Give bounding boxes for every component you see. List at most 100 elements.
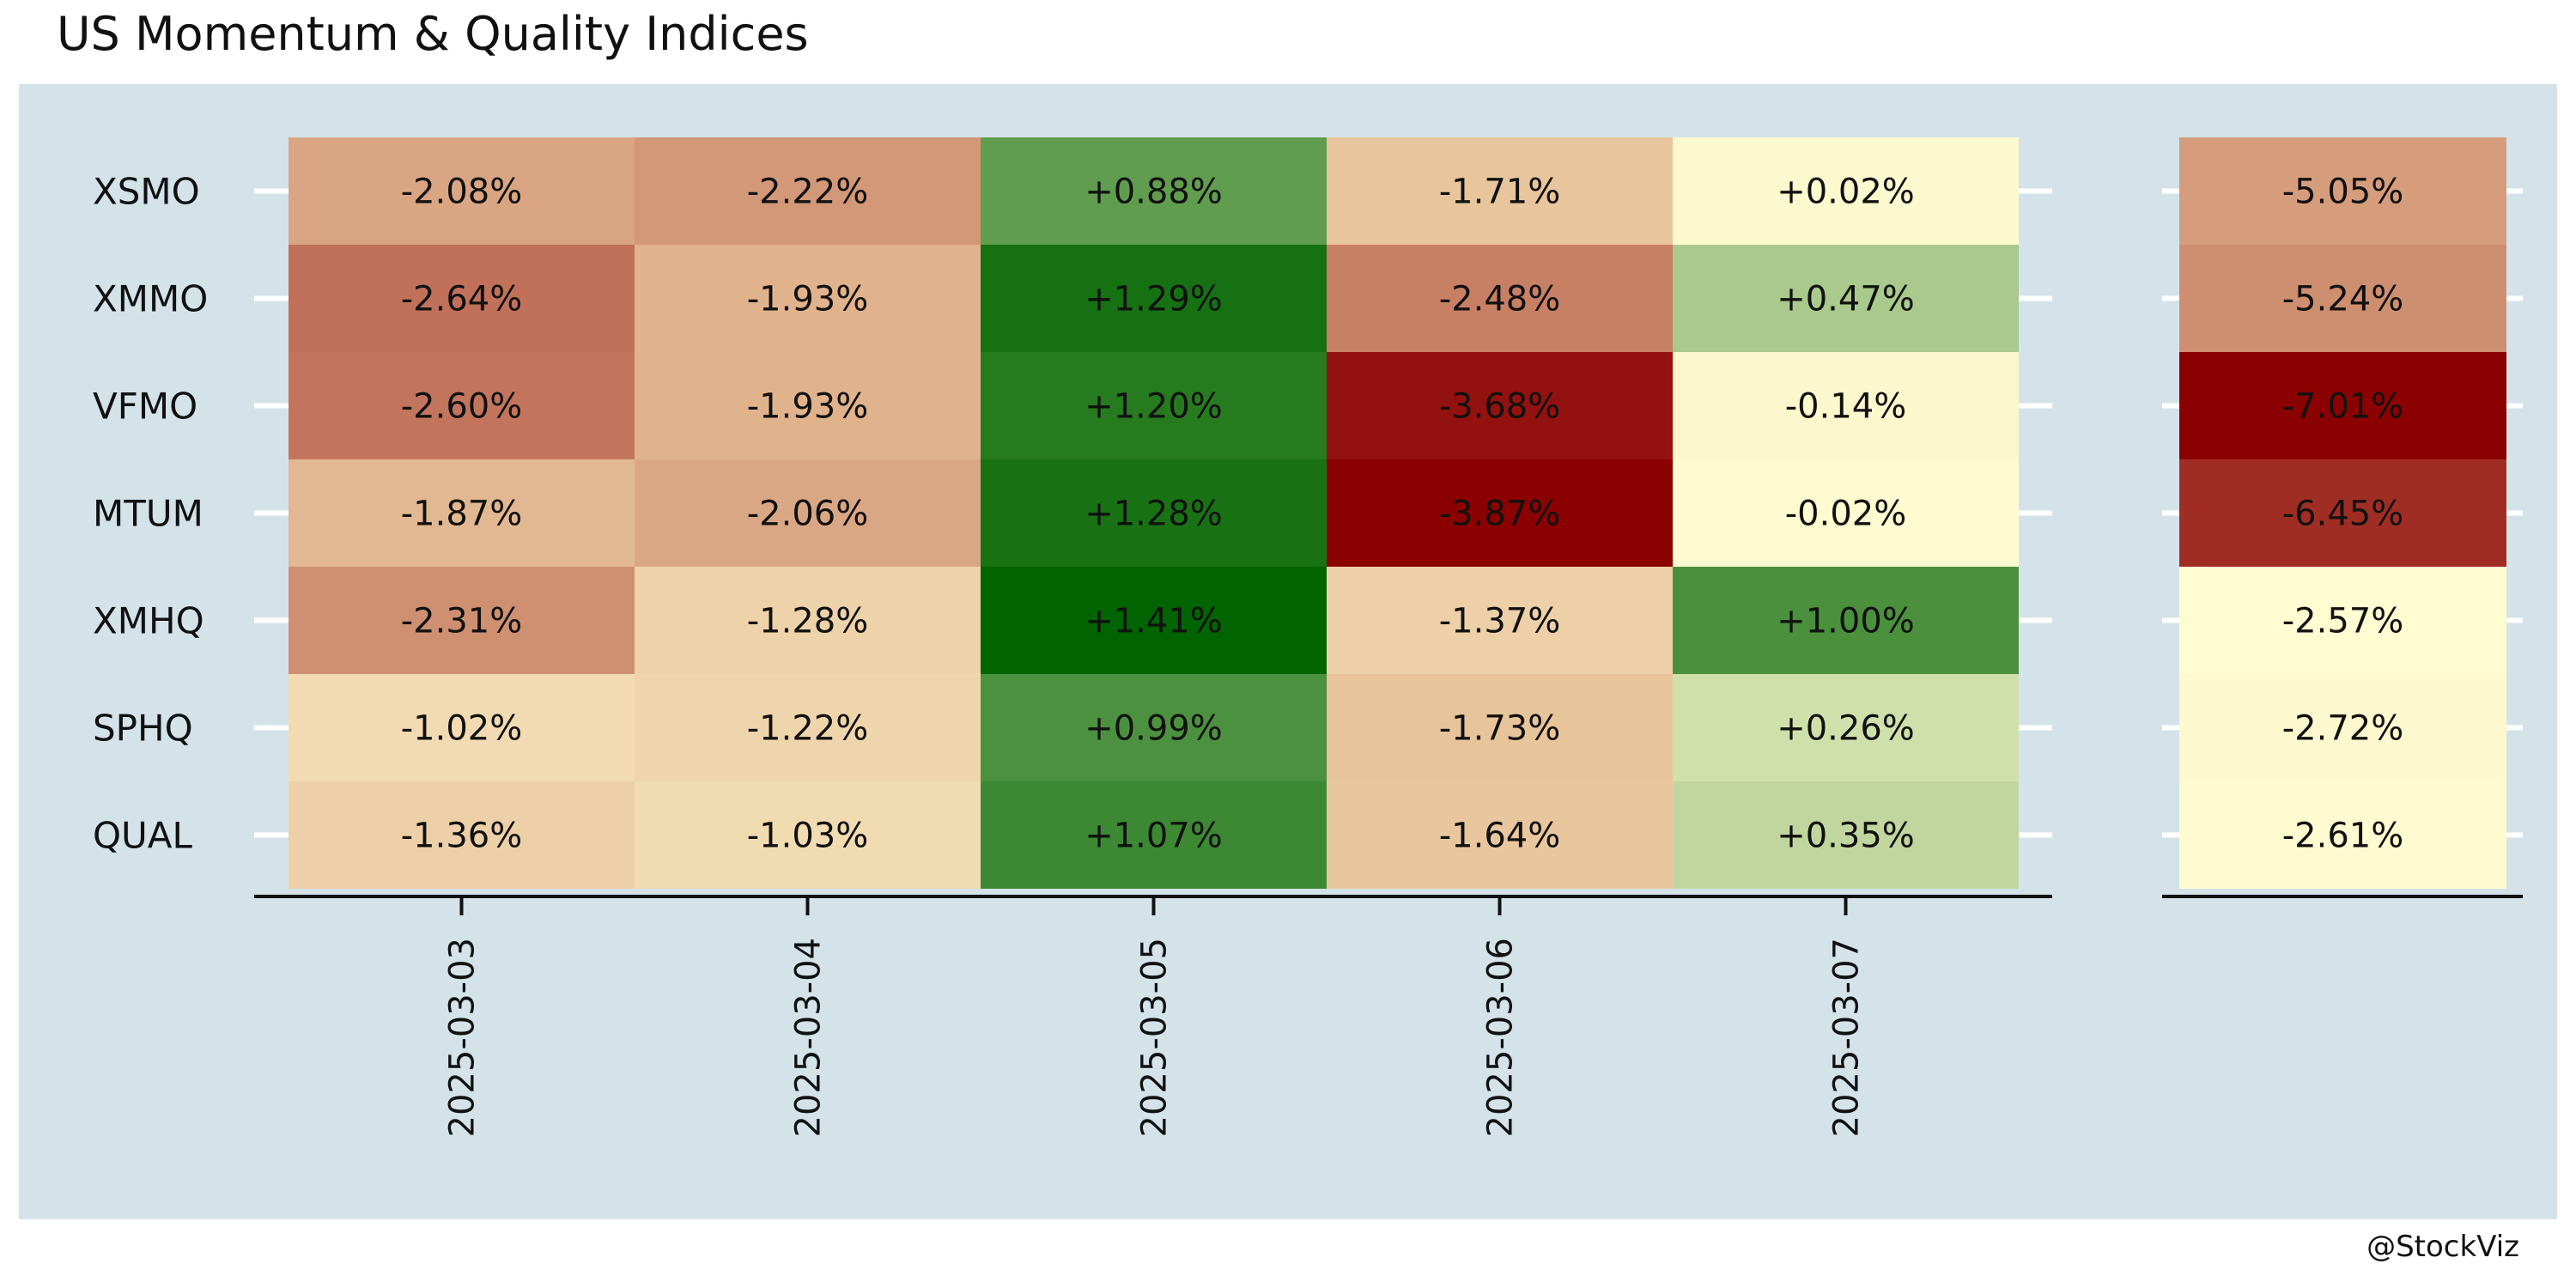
heatmap-cell (1327, 459, 1673, 567)
cell-value-label: +1.20% (1084, 387, 1223, 427)
row-label: XMMO (93, 278, 208, 320)
heatmap-cell (289, 245, 635, 352)
total-heatmap-cell (2179, 567, 2506, 674)
heatmap-cell (981, 352, 1327, 459)
cell-value-label: +0.47% (1777, 280, 1915, 319)
row-label: XMHQ (93, 600, 204, 642)
cell-value-label: +0.99% (1084, 709, 1223, 749)
cell-value-label: +1.07% (1084, 817, 1223, 856)
cell-value-label: -2.48% (1439, 280, 1561, 319)
cell-value-label: -1.28% (747, 602, 869, 641)
cell-value-label: -1.87% (401, 495, 523, 534)
cell-value-label: -1.36% (401, 817, 523, 856)
heatmap-cell (1327, 245, 1673, 352)
total-heatmap-cell (2179, 352, 2506, 459)
row-label: XSMO (93, 171, 200, 213)
total-returns-heatmap: -5.05% -5.24% -7.01% -6.45% -2.57% -2.72% -2.6… (2162, 137, 2523, 898)
x-tick-label: 2025-03-05 (1135, 938, 1175, 1137)
cell-value-label: +0.26% (1777, 709, 1915, 749)
row-label: QUAL (93, 815, 193, 857)
cell-value-label: -1.37% (1439, 602, 1561, 641)
total-heatmap-cell (2179, 245, 2506, 352)
heatmap-cell (1673, 352, 2019, 459)
heatmap-cell (635, 567, 981, 674)
heatmap-cell (981, 245, 1327, 352)
heatmap-cell (981, 459, 1327, 567)
cell-value-label: -2.06% (747, 495, 869, 534)
cell-value-label: -1.22% (747, 709, 869, 749)
cell-value-label: -0.02% (1785, 495, 1907, 534)
daily-returns-heatmap: XSMO -2.08% -2.22% +0.88% -1.71% +0.02% XMMO -2… (93, 137, 2052, 1137)
cell-value-label: -1.03% (747, 817, 869, 856)
total-cell-value-label: -5.24% (2282, 280, 2404, 319)
heatmap-cell (1673, 567, 2019, 674)
cell-value-label: -1.73% (1439, 709, 1561, 749)
heatmap-cell (635, 781, 981, 889)
x-tick-label: 2025-03-03 (443, 938, 483, 1137)
heatmap-cell (1673, 459, 2019, 567)
cell-value-label: -2.60% (401, 387, 523, 427)
cell-value-label: -2.31% (401, 602, 523, 641)
heatmap-cell (1673, 137, 2019, 245)
x-tick-label: 2025-03-06 (1481, 938, 1521, 1137)
total-heatmap-cell (2179, 459, 2506, 567)
cell-value-label: +0.02% (1777, 173, 1915, 212)
heatmap-cell (635, 459, 981, 567)
row-label: VFMO (93, 386, 197, 428)
heatmap-cell (1327, 567, 1673, 674)
heatmap-cell (1673, 245, 2019, 352)
cell-value-label: +1.29% (1084, 280, 1223, 319)
heatmap-cell (289, 781, 635, 889)
cell-value-label: +1.28% (1084, 495, 1223, 534)
cell-value-label: -2.22% (747, 173, 869, 212)
cell-value-label: -1.02% (401, 709, 523, 749)
cell-value-label: +1.00% (1777, 602, 1915, 641)
cell-value-label: -1.71% (1439, 173, 1561, 212)
heatmap-cell (289, 352, 635, 459)
heatmap-cell (1673, 781, 2019, 889)
row-label: SPHQ (93, 708, 193, 750)
heatmap-cell (981, 567, 1327, 674)
total-heatmap-cell (2179, 674, 2506, 781)
heatmap-cell (635, 352, 981, 459)
cell-value-label: -3.68% (1439, 387, 1561, 427)
heatmap-cell (1673, 674, 2019, 781)
total-cell-value-label: -5.05% (2282, 173, 2404, 212)
heatmap-cell (1327, 352, 1673, 459)
heatmap-cell (981, 137, 1327, 245)
total-cell-value-label: -2.61% (2282, 817, 2404, 856)
total-heatmap-cell (2179, 781, 2506, 889)
cell-value-label: -2.64% (401, 280, 523, 319)
heatmap-cell (289, 137, 635, 245)
heatmap-cell (1327, 137, 1673, 245)
total-cell-value-label: -2.72% (2282, 709, 2404, 749)
cell-value-label: -1.93% (747, 387, 869, 427)
heatmap-cell (981, 781, 1327, 889)
total-cell-value-label: -6.45% (2282, 495, 2404, 534)
heatmap-cell (981, 674, 1327, 781)
heatmap-cell (289, 459, 635, 567)
heatmap-cell (635, 245, 981, 352)
cell-value-label: -3.87% (1439, 495, 1561, 534)
x-tick-label: 2025-03-04 (789, 938, 829, 1137)
chart-title: US Momentum & Quality Indices (57, 7, 809, 61)
heatmap-cell (635, 137, 981, 245)
heatmap-cell (289, 674, 635, 781)
cell-value-label: -1.64% (1439, 817, 1561, 856)
cell-value-label: -1.93% (747, 280, 869, 319)
cell-value-label: +0.35% (1777, 817, 1915, 856)
heatmap-cell (1327, 781, 1673, 889)
cell-value-label: -2.08% (401, 173, 523, 212)
cell-value-label: +1.41% (1084, 602, 1223, 641)
heatmap-cell (289, 567, 635, 674)
total-cell-value-label: -2.57% (2282, 602, 2404, 641)
total-cell-value-label: -7.01% (2282, 387, 2404, 427)
row-label: MTUM (93, 493, 204, 535)
cell-value-label: -0.14% (1785, 387, 1907, 427)
x-tick-label: 2025-03-07 (1827, 938, 1867, 1137)
credit-label: @StockViz (2366, 1230, 2519, 1264)
cell-value-label: +0.88% (1084, 173, 1223, 212)
total-heatmap-cell (2179, 137, 2506, 245)
heatmap-cell (635, 674, 981, 781)
